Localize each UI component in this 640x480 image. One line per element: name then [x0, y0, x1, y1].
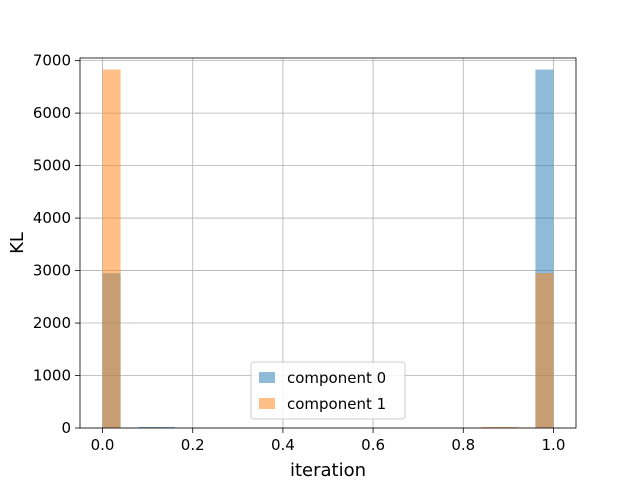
y-tick-label: 1000 [33, 367, 71, 385]
x-tick-label: 0.4 [271, 436, 295, 454]
x-tick-label: 0.8 [451, 436, 475, 454]
bar-series-1-bin-0 [102, 69, 121, 429]
y-tick-label: 7000 [33, 52, 71, 70]
x-tick-label: 1.0 [542, 436, 566, 454]
bar-series-1-bin-4 [535, 273, 554, 428]
histogram-bars [102, 69, 554, 429]
x-tick-label: 0.2 [181, 436, 205, 454]
bar-series-0-bin-2 [138, 426, 157, 428]
y-tick-label: 5000 [33, 157, 71, 175]
legend-label: component 1 [287, 395, 386, 413]
y-tick-label: 0 [61, 419, 71, 437]
bar-series-1-bin-2 [499, 426, 518, 428]
y-tick-label: 2000 [33, 314, 71, 332]
legend-swatch [259, 398, 275, 409]
bar-series-1-bin-1 [481, 426, 500, 428]
plot-area-frame [79, 57, 577, 429]
y-tick-label: 4000 [33, 209, 71, 227]
y-tick-label: 3000 [33, 262, 71, 280]
x-tick-label: 0.0 [91, 436, 115, 454]
legend-label: component 0 [287, 369, 386, 387]
legend: component 0 component 1 [250, 361, 406, 420]
legend-swatch [259, 372, 275, 383]
legend-box [250, 361, 406, 420]
y-axis-label: KL [7, 232, 28, 254]
bar-series-0-bin-3 [156, 426, 175, 428]
y-tick-label: 6000 [33, 104, 71, 122]
x-axis-label: iteration [290, 460, 366, 480]
axis-ticks: 0.0 0.2 0.4 0.6 0.8 1.0 0 1000 2000 3000 4000 5000 6… [33, 52, 566, 454]
x-tick-label: 0.6 [361, 436, 385, 454]
grid-lines [80, 58, 576, 429]
